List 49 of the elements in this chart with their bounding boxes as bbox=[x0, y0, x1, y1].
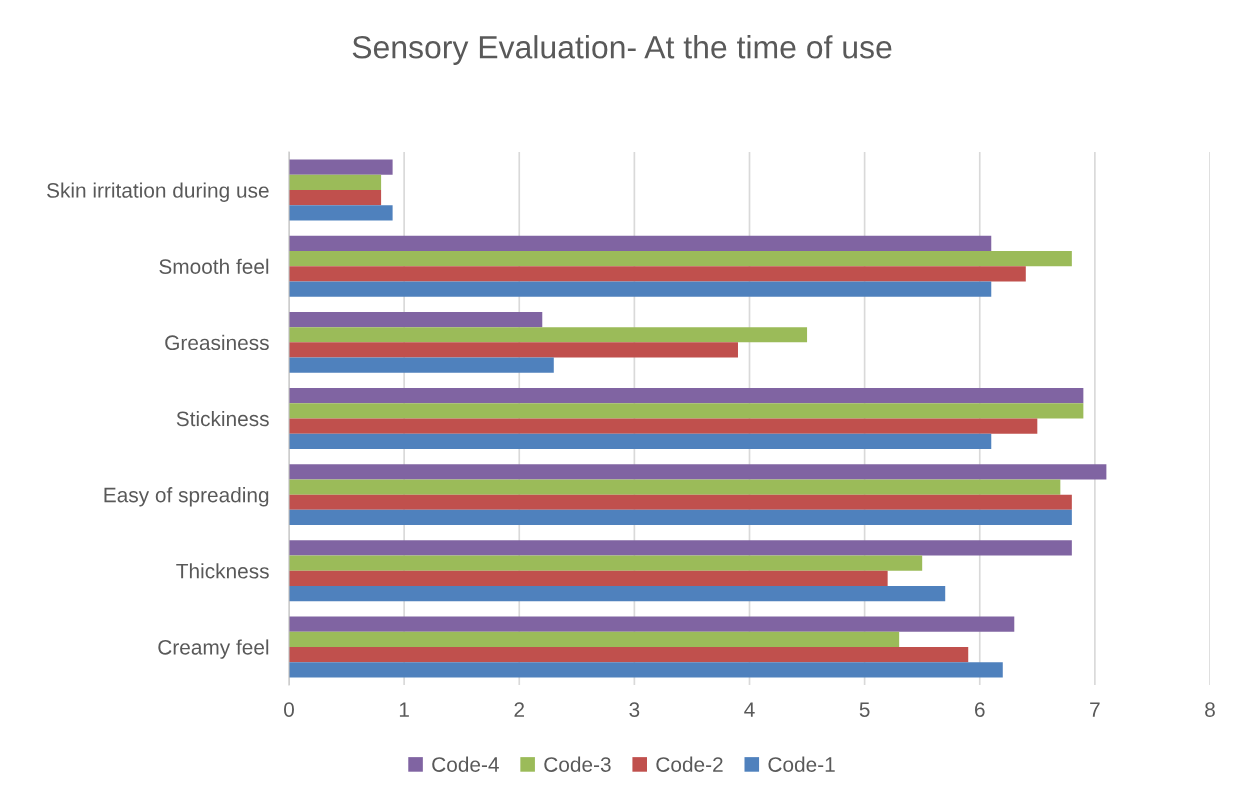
bar bbox=[289, 281, 992, 297]
bar bbox=[289, 357, 554, 373]
bar bbox=[289, 266, 1026, 282]
bar bbox=[289, 235, 992, 251]
bar bbox=[289, 418, 1038, 434]
bar bbox=[289, 205, 393, 221]
bar bbox=[289, 631, 900, 647]
bar bbox=[289, 494, 1072, 510]
y-tick-label: Stickiness bbox=[176, 410, 269, 427]
bar bbox=[289, 433, 992, 449]
chart-title: Sensory Evaluation- At the time of use bbox=[352, 35, 892, 65]
x-tick-label: 0 bbox=[284, 702, 294, 717]
x-tick-label: 8 bbox=[1205, 702, 1215, 717]
y-tick-label: Smooth feel bbox=[159, 258, 269, 274]
legend-label: Code-1 bbox=[768, 756, 835, 772]
legend-label: Code-2 bbox=[656, 756, 723, 772]
y-tick-label: Skin irritation during use bbox=[47, 182, 269, 202]
bar bbox=[289, 190, 382, 206]
x-tick-label: 3 bbox=[629, 702, 640, 717]
bar bbox=[289, 616, 1015, 632]
bar bbox=[289, 388, 1084, 404]
bar bbox=[289, 464, 1107, 480]
bar bbox=[289, 250, 1072, 267]
bar bbox=[289, 646, 969, 663]
bar bbox=[289, 174, 382, 191]
y-tick-label: Creamy feel bbox=[158, 639, 269, 659]
y-tick-label: Thickness bbox=[176, 563, 269, 579]
bar bbox=[289, 570, 888, 587]
legend-label: Code-4 bbox=[432, 756, 499, 772]
bar bbox=[289, 586, 946, 602]
bar bbox=[289, 662, 1003, 678]
y-tick-label: Greasiness bbox=[165, 334, 269, 351]
bar bbox=[289, 311, 543, 328]
legend-label: Code-3 bbox=[544, 756, 611, 772]
x-tick-label: 2 bbox=[514, 702, 524, 717]
bar bbox=[289, 403, 1084, 419]
bar bbox=[289, 540, 1072, 556]
bar bbox=[289, 509, 1072, 526]
bar bbox=[289, 159, 393, 175]
bar bbox=[289, 479, 1061, 495]
x-tick-label: 5 bbox=[859, 702, 870, 717]
x-tick-label: 7 bbox=[1090, 702, 1100, 717]
x-tick-label: 1 bbox=[399, 702, 409, 717]
x-tick-label: 6 bbox=[975, 702, 985, 717]
bar bbox=[289, 342, 738, 358]
bar bbox=[289, 555, 923, 571]
y-tick-label: Easy of spreading bbox=[104, 487, 269, 507]
bar bbox=[289, 327, 808, 343]
x-tick-label: 4 bbox=[744, 702, 755, 717]
